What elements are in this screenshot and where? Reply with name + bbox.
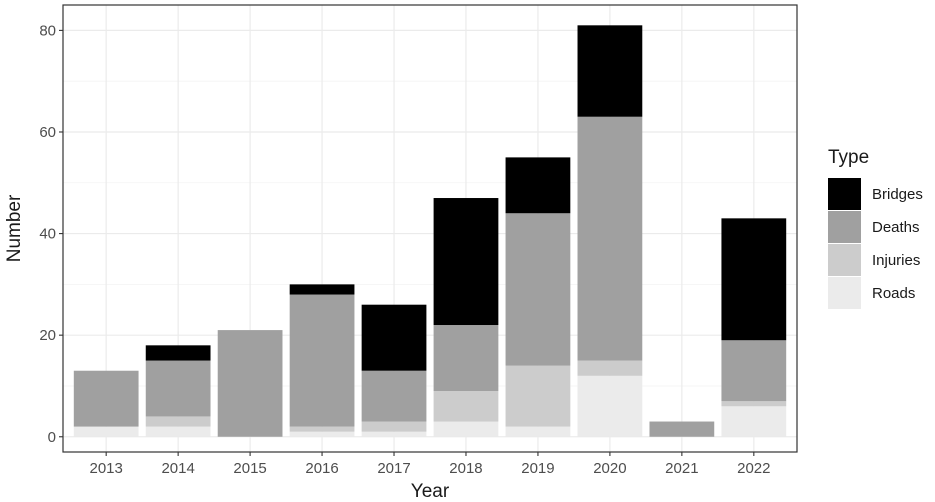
legend-key-bridges (828, 178, 861, 210)
x-tick-label: 2017 (377, 460, 410, 477)
bar-deaths-2014 (145, 360, 211, 417)
legend-label-deaths: Deaths (872, 219, 920, 236)
x-axis-title: Year (411, 481, 450, 502)
y-tick-label: 40 (39, 226, 56, 243)
bar-injuries-2019 (505, 365, 571, 427)
bar-injuries-2016 (289, 426, 355, 432)
bars (73, 25, 787, 437)
y-axis: 0 20 40 60 80 (39, 22, 63, 446)
legend-label-bridges: Bridges (872, 186, 923, 203)
bar-bridges-2020 (577, 25, 643, 117)
bar-injuries-2017 (361, 421, 427, 432)
legend-key-injuries (828, 244, 861, 276)
plot-border (62, 4, 798, 453)
bar-deaths-2018 (433, 325, 499, 392)
y-tick-label: 20 (39, 327, 56, 344)
x-tick-label: 2021 (665, 460, 698, 477)
y-tick-label: 60 (39, 124, 56, 141)
bar-deaths-2019 (505, 213, 571, 366)
legend-label-injuries: Injuries (872, 252, 920, 269)
bar-roads-2018 (433, 421, 499, 437)
bar-bridges-2019 (505, 157, 571, 214)
y-axis-title: Number (4, 194, 25, 262)
legend-title: Type (828, 147, 869, 168)
x-tick-label: 2020 (593, 460, 626, 477)
bar-deaths-2015 (217, 330, 283, 437)
y-tick-label: 0 (48, 429, 56, 446)
bar-injuries-2014 (145, 416, 211, 427)
y-tick-label: 80 (39, 22, 56, 39)
x-tick-label: 2016 (305, 460, 338, 477)
x-tick-label: 2019 (521, 460, 554, 477)
bar-roads-2019 (505, 426, 571, 437)
bar-deaths-2017 (361, 370, 427, 422)
x-tick-label: 2018 (449, 460, 482, 477)
x-tick-label: 2013 (89, 460, 122, 477)
bar-roads-2022 (721, 406, 787, 437)
x-tick-label: 2022 (737, 460, 770, 477)
legend-key-deaths (828, 211, 861, 243)
bar-deaths-2013 (73, 370, 139, 427)
legend-label-roads: Roads (872, 285, 915, 302)
bar-injuries-2020 (577, 360, 643, 376)
bar-injuries-2018 (433, 391, 499, 422)
x-tick-label: 2014 (161, 460, 194, 477)
bar-injuries-2022 (721, 401, 787, 407)
bar-deaths-2020 (577, 116, 643, 361)
bar-bridges-2014 (145, 345, 211, 361)
bar-deaths-2022 (721, 340, 787, 402)
bar-roads-2013 (73, 426, 139, 437)
bar-deaths-2021 (649, 421, 715, 437)
bar-bridges-2017 (361, 304, 427, 371)
bar-roads-2016 (289, 431, 355, 437)
x-axis: 2013 2014 2015 2016 2017 2018 2019 2020 2021 2022 (89, 452, 771, 477)
bar-roads-2020 (577, 375, 643, 437)
x-tick-label: 2015 (233, 460, 266, 477)
bar-bridges-2018 (433, 198, 499, 326)
legend-key-roads (828, 277, 861, 309)
legend: Type Bridges Deaths Injuries Roads (828, 147, 923, 309)
bar-roads-2017 (361, 431, 427, 437)
bar-bridges-2022 (721, 218, 787, 341)
bar-deaths-2016 (289, 294, 355, 427)
bar-bridges-2016 (289, 284, 355, 295)
bar-roads-2014 (145, 426, 211, 437)
